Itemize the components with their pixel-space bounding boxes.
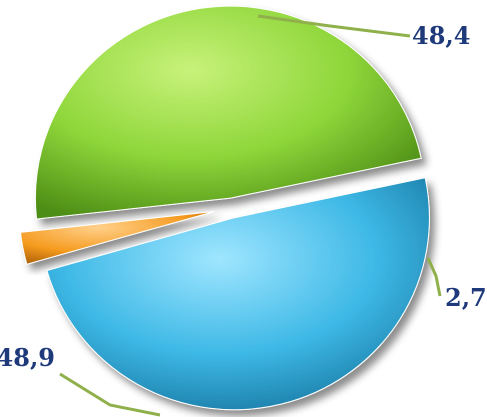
leader-line-0 [257, 14, 411, 38]
pie-slice-0 [34, 5, 422, 220]
data-label-0: 48,4 [412, 21, 470, 50]
data-label-1: 2,7 [445, 283, 487, 312]
leader-line-2 [59, 372, 161, 417]
leader-line-1 [426, 257, 442, 297]
pie-slice-2 [46, 177, 430, 411]
data-label-2: 48,9 [0, 343, 55, 372]
pie-slice-1 [19, 210, 215, 265]
